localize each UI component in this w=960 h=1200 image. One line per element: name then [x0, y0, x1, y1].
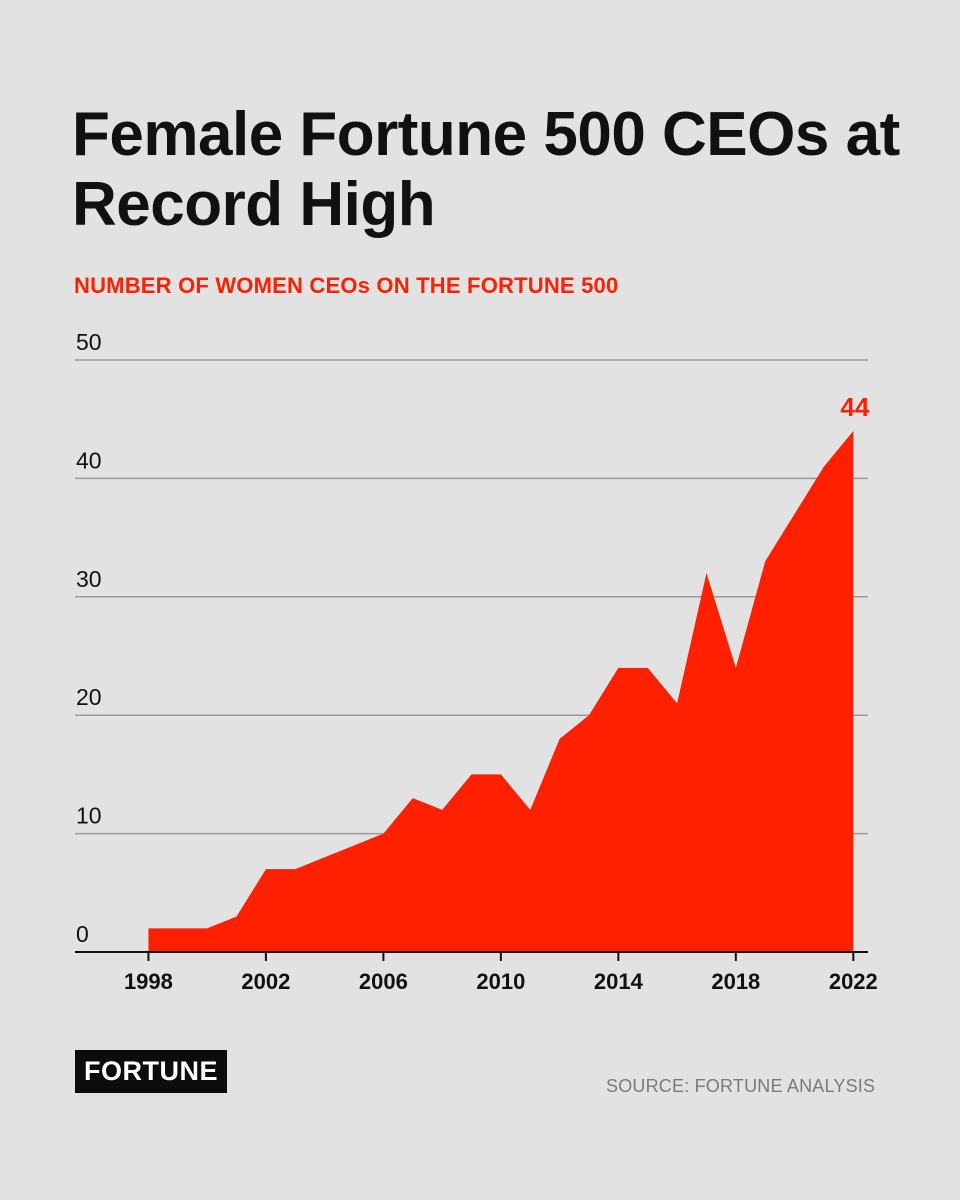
- x-tick-label-2018: 2018: [711, 969, 760, 994]
- x-tick-label-1998: 1998: [124, 969, 173, 994]
- series-area: [148, 431, 854, 952]
- area-chart: 0 10 20 30 40 50 1998 2002 2006 2010 2014 2018 2022 4…: [75, 329, 878, 994]
- x-tick-label-2006: 2006: [359, 969, 408, 994]
- y-tick-label-50: 50: [76, 329, 102, 355]
- y-tick-label-0: 0: [76, 921, 89, 947]
- y-tick-label-10: 10: [76, 803, 102, 829]
- x-tick-label-2002: 2002: [241, 969, 290, 994]
- chart-title: Female Fortune 500 CEOs at Record High: [72, 100, 900, 239]
- x-tick-label-2010: 2010: [476, 969, 525, 994]
- y-tick-label-20: 20: [76, 684, 102, 710]
- data-label-2022: 44: [840, 392, 869, 422]
- source-note: SOURCE: FORTUNE ANALYSIS: [606, 1076, 876, 1096]
- y-tick-label-40: 40: [76, 447, 102, 473]
- y-tick-label-30: 30: [76, 566, 102, 592]
- x-tick-label-2022: 2022: [829, 969, 878, 994]
- chart-subtitle: NUMBER OF WOMEN CEOs ON THE FORTUNE 500: [74, 273, 619, 298]
- x-tick-label-2014: 2014: [594, 969, 644, 994]
- fortune-logo: FORTUNE: [75, 1050, 227, 1093]
